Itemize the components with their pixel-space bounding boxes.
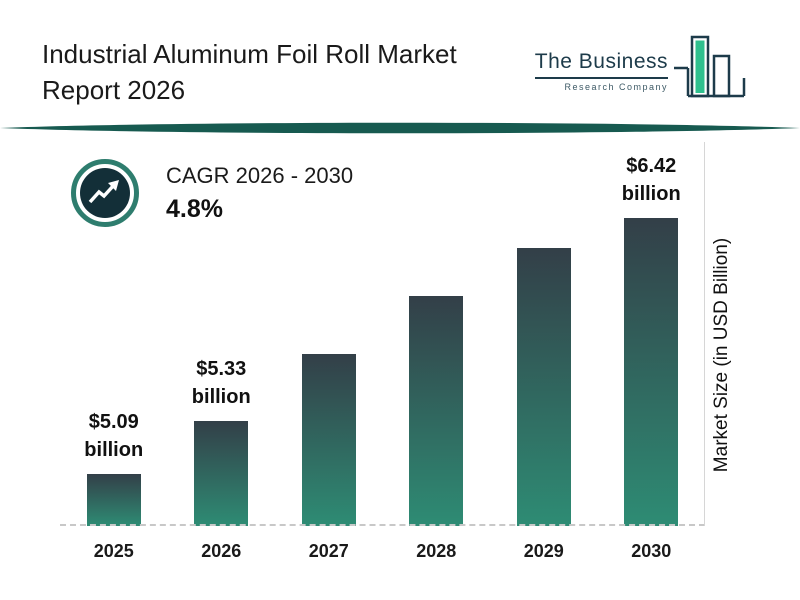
bar-2028: [409, 296, 464, 526]
bar-2025: [86, 474, 141, 526]
x-tick-2030: 2030: [631, 541, 672, 561]
cagr-block: CAGR 2026 - 2030 4.8%: [70, 158, 353, 228]
divider-lens: [0, 122, 800, 134]
x-tick-2027: 2027: [308, 541, 349, 561]
cagr-text: CAGR 2026 - 2030 4.8%: [166, 163, 353, 224]
bars-row: $5.09 billion $5.33 billion $6.42 billion: [60, 152, 705, 526]
bar-value-label-2025: $5.09 billion: [84, 411, 144, 461]
bar-group-2026: $5.33 billion: [168, 355, 276, 526]
cagr-label: CAGR 2026 - 2030: [166, 162, 354, 188]
y-axis-line: [704, 142, 705, 526]
bar-value-label-2026: $5.33 billion: [191, 358, 251, 408]
bar-2029: [516, 248, 571, 526]
x-axis-ticks: 2025 2026 2027 2028 2029 2030: [60, 541, 705, 562]
bar-2026: [194, 421, 249, 526]
bar-group-2025: $5.09 billion: [60, 408, 168, 526]
x-tick-2026: 2026: [201, 541, 242, 561]
x-tick-2025: 2025: [93, 541, 134, 561]
bar-group-2029: [490, 248, 598, 526]
page-title-line1: Industrial Aluminum Foil Roll Market: [42, 39, 457, 69]
bar-chart: $5.09 billion $5.33 billion $6.42 billion 202…: [60, 130, 705, 570]
company-logo-text: The Business Research Company: [534, 50, 668, 92]
page-title-line2: Report 2026: [42, 75, 186, 105]
cagr-value: 4.8%: [166, 194, 223, 223]
bar-group-2030: $6.42 billion: [598, 152, 706, 526]
bar-group-2027: [275, 354, 383, 526]
company-logo: The Business Research Company: [534, 34, 752, 104]
y-axis-label: Market Size (in USD Billion): [711, 237, 732, 473]
trend-up-icon: [71, 159, 139, 227]
page-title: Industrial Aluminum Foil Roll Market Rep…: [42, 36, 457, 108]
bar-value-label-2030: $6.42 billion: [621, 155, 681, 205]
chart-baseline: [60, 524, 705, 526]
logo-name: The Business: [534, 50, 668, 79]
bar-group-2028: [383, 296, 491, 526]
bar-2030: [624, 218, 679, 526]
x-tick-2029: 2029: [523, 541, 564, 561]
bar-2027: [301, 354, 356, 526]
bar-chart-logo-icon: [674, 35, 746, 98]
x-tick-2028: 2028: [416, 541, 457, 561]
logo-subname: Research Company: [564, 82, 668, 92]
